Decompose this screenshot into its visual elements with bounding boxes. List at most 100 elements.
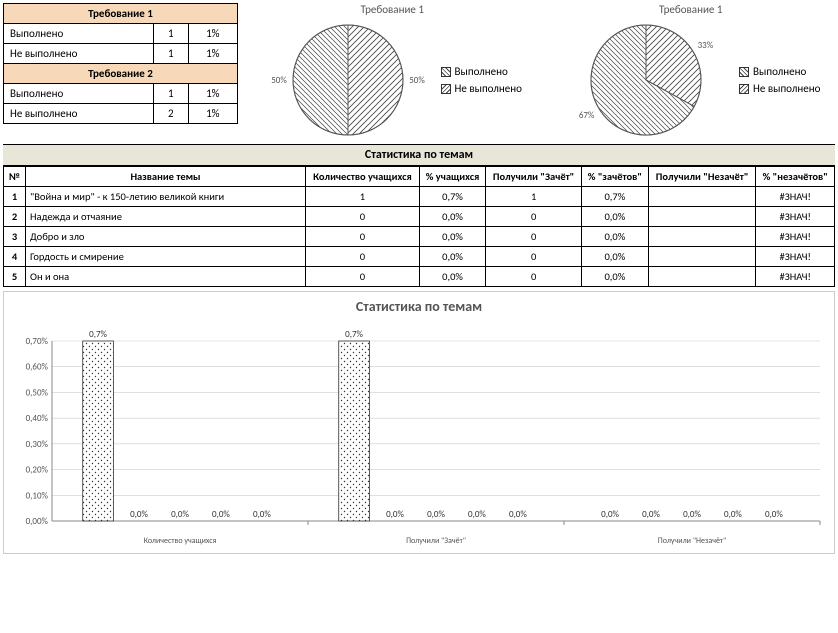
table-cell: "Война и мир" - к 150-летию великой книг… (26, 187, 306, 207)
svg-text:0,20%: 0,20% (26, 465, 49, 476)
legend-text: Выполнено (455, 65, 508, 78)
table-cell (648, 227, 756, 247)
col-topic: Название темы (26, 167, 306, 187)
pie-title: Требование 1 (248, 3, 537, 16)
svg-text:0,0%: 0,0% (642, 509, 660, 520)
table-cell: Гордость и смирение (26, 247, 306, 267)
svg-text:0,7%: 0,7% (89, 329, 107, 340)
stats-section-header: Статистика по темам (3, 144, 835, 166)
legend-text: Не выполнено (455, 82, 522, 95)
svg-text:0,0%: 0,0% (468, 509, 486, 520)
svg-text:67%: 67% (579, 110, 595, 121)
svg-text:0,0%: 0,0% (130, 509, 148, 520)
table-cell (648, 267, 756, 287)
svg-text:Получили "Зачёт": Получили "Зачёт" (406, 536, 466, 546)
row-count: 1 (153, 44, 188, 64)
col-pass: Получили "Зачёт" (486, 167, 582, 187)
svg-text:0,0%: 0,0% (212, 509, 230, 520)
table-cell: 1 (4, 187, 26, 207)
svg-text:0,40%: 0,40% (26, 413, 49, 424)
row-label: Выполнено (4, 84, 154, 104)
row-count: 1 (153, 24, 188, 44)
table-cell: #ЗНАЧ! (756, 207, 835, 227)
table-cell: 1 (306, 187, 420, 207)
legend-row: Не выполнено (739, 82, 820, 95)
row-label: Не выполнено (4, 44, 154, 64)
row-count: 1 (153, 84, 188, 104)
col-num: № (4, 167, 26, 187)
table-cell: 0,7% (419, 187, 485, 207)
req2-header: Требование 2 (4, 64, 238, 84)
table-cell: 0 (486, 247, 582, 267)
pie-svg: 50%50% (263, 20, 433, 140)
pie-chart-1: Требование 1 50%50% Выполнено Не выполне… (248, 3, 537, 140)
svg-text:0,0%: 0,0% (386, 509, 404, 520)
table-cell: Добро и зло (26, 227, 306, 247)
legend-row: Не выполнено (441, 82, 522, 95)
table-row: Не выполнено 2 1% (4, 104, 238, 124)
row-count: 2 (153, 104, 188, 124)
table-cell: #ЗНАЧ! (756, 187, 835, 207)
pie-legend: Выполнено Не выполнено (739, 61, 820, 99)
svg-text:0,30%: 0,30% (26, 439, 49, 450)
stats-table: № Название темы Количество учащихся % уч… (3, 166, 835, 287)
table-cell: 0 (306, 247, 420, 267)
table-cell: 0 (486, 207, 582, 227)
table-row: 4Гордость и смирение00,0%00,0%#ЗНАЧ! (4, 247, 835, 267)
table-cell: Он и она (26, 267, 306, 287)
table-cell: #ЗНАЧ! (756, 267, 835, 287)
table-row: 2Надежда и отчаяние00,0%00,0%#ЗНАЧ! (4, 207, 835, 227)
req1-header: Требование 1 (4, 4, 238, 24)
table-cell: 0,0% (419, 227, 485, 247)
legend-text: Не выполнено (753, 82, 820, 95)
table-row: 5Он и она00,0%00,0%#ЗНАЧ! (4, 267, 835, 287)
legend-row: Выполнено (739, 65, 820, 78)
table-cell: 0,0% (581, 227, 648, 247)
svg-text:0,0%: 0,0% (683, 509, 701, 520)
svg-text:0,0%: 0,0% (253, 509, 271, 520)
svg-text:Количество учащихся: Количество учащихся (144, 536, 217, 546)
table-cell: 0 (306, 267, 420, 287)
legend-swatch-icon (441, 67, 451, 77)
pie-svg: 33%67% (561, 20, 731, 140)
legend-row: Выполнено (441, 65, 522, 78)
legend-text: Выполнено (753, 65, 806, 78)
table-cell: #ЗНАЧ! (756, 227, 835, 247)
svg-text:0,50%: 0,50% (26, 387, 49, 398)
svg-text:50%: 50% (271, 75, 287, 86)
table-row: Выполнено 1 1% (4, 24, 238, 44)
pie-chart-2: Требование 1 33%67% Выполнено Не выполне… (547, 3, 836, 140)
table-cell: 0,0% (419, 267, 485, 287)
col-count: Количество учащихся (306, 167, 420, 187)
col-pct: % учащихся (419, 167, 485, 187)
table-cell: Надежда и отчаяние (26, 207, 306, 227)
table-cell: 0 (306, 227, 420, 247)
svg-text:0,60%: 0,60% (26, 362, 49, 373)
top-row: Требование 1 Выполнено 1 1% Не выполнено… (3, 3, 835, 140)
table-cell (648, 207, 756, 227)
table-cell: 0,0% (419, 207, 485, 227)
bar-chart-area: Статистика по темам 0,00%0,10%0,20%0,30%… (3, 291, 835, 554)
requirement-tables: Требование 1 Выполнено 1 1% Не выполнено… (3, 3, 238, 140)
row-label: Не выполнено (4, 104, 154, 124)
table-cell: 2 (4, 207, 26, 227)
table-cell: 1 (486, 187, 582, 207)
table-cell (648, 247, 756, 267)
svg-text:0,00%: 0,00% (26, 516, 49, 527)
table-cell: 5 (4, 267, 26, 287)
row-percent: 1% (188, 84, 237, 104)
table-cell: 0,7% (581, 187, 648, 207)
table-cell: #ЗНАЧ! (756, 247, 835, 267)
bar-chart-svg: 0,00%0,10%0,20%0,30%0,40%0,50%0,60%0,70%… (10, 321, 824, 551)
col-fail-pct: % "незачётов" (756, 167, 835, 187)
legend-swatch-icon (739, 67, 749, 77)
pie-title: Требование 1 (547, 3, 836, 16)
svg-text:0,70%: 0,70% (26, 336, 49, 347)
svg-text:0,0%: 0,0% (171, 509, 189, 520)
table-cell: 0,0% (581, 207, 648, 227)
svg-text:Получили "Незачёт": Получили "Незачёт" (658, 536, 726, 546)
table-cell: 0 (306, 207, 420, 227)
legend-swatch-icon (739, 84, 749, 94)
table-row: Выполнено 1 1% (4, 84, 238, 104)
table-cell: 0,0% (581, 267, 648, 287)
